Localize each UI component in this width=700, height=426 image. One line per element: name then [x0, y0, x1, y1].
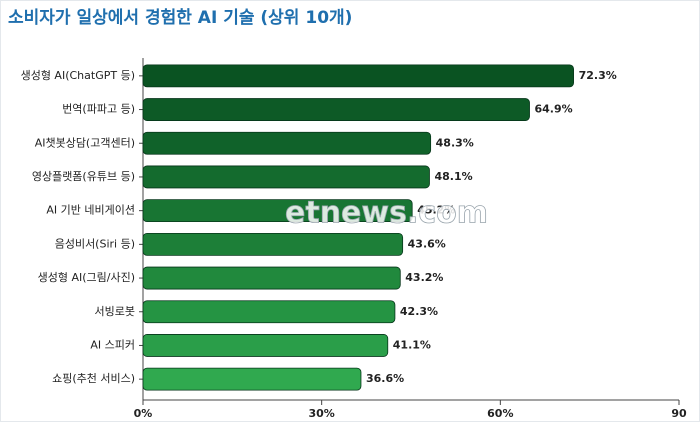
value-label: 43.6%: [408, 237, 446, 250]
y-tick-label: 생성형 AI(그림/사진): [38, 271, 135, 284]
value-label: 41.1%: [393, 338, 431, 351]
value-label: 72.3%: [579, 69, 617, 82]
watermark: etnews.com: [285, 196, 488, 231]
x-tick-label: 0%: [134, 407, 153, 420]
value-label: 43.2%: [405, 271, 443, 284]
bar: [142, 232, 404, 256]
x-tick-label: 30%: [308, 407, 334, 420]
y-tick-label: AI챗봇상담(고객센터): [35, 135, 135, 149]
chart-title: 소비자가 일상에서 경험한 AI 기술 (상위 10개): [8, 7, 352, 28]
y-tick-label: 쇼핑(추천 서비스): [52, 371, 135, 385]
y-tick-label: 음성비서(Siri 등): [55, 237, 135, 250]
bar: [142, 98, 530, 121]
y-tick-label: 서빙로봇: [95, 305, 135, 318]
y-tick-label: 번역(파파고 등): [62, 103, 135, 116]
value-label: 48.1%: [434, 170, 472, 183]
value-label: 64.9%: [535, 103, 573, 116]
bar: [142, 266, 401, 290]
value-label: 36.6%: [366, 372, 404, 385]
value-label: 48.3%: [436, 136, 474, 149]
y-tick-label: 생성형 AI(ChatGPT 등): [21, 69, 135, 82]
bar: [142, 165, 430, 189]
y-tick-label: AI 기반 네비게이션: [46, 204, 135, 217]
bar: [142, 64, 574, 88]
bar: [142, 131, 432, 155]
x-tick-label: 90: [671, 407, 687, 420]
y-tick-label: 영상플랫폼(유튜브 등): [32, 170, 135, 183]
bar: [142, 300, 396, 324]
bar: [142, 199, 413, 223]
value-label: 42.3%: [400, 305, 438, 318]
bar: [142, 334, 389, 357]
y-tick-label: AI 스피커: [90, 338, 135, 351]
x-tick-label: 60%: [487, 407, 513, 420]
value-label: 45.2%: [417, 204, 455, 217]
bar: [142, 367, 362, 391]
